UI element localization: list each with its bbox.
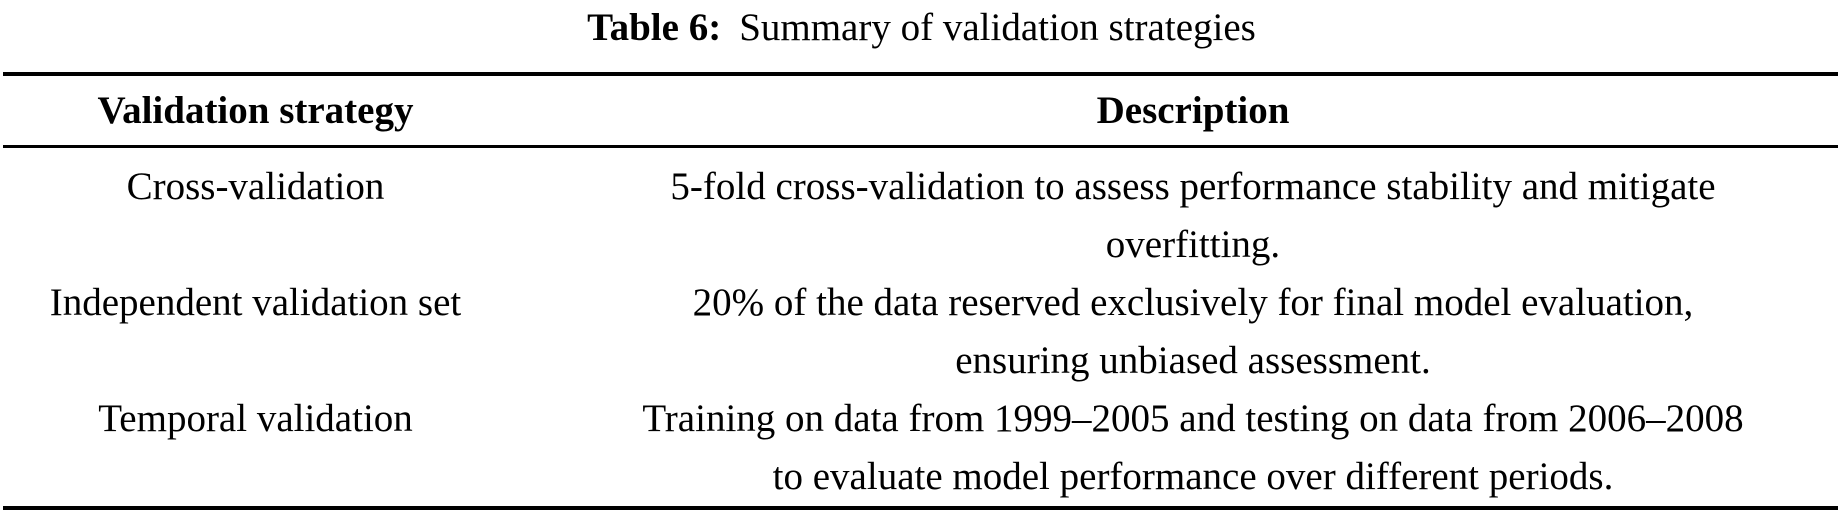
table-caption: Table 6: Summary of validation strategies — [0, 0, 1843, 72]
column-header-validation-strategy: Validation strategy — [3, 74, 508, 148]
table-caption-label: Table 6: — [587, 6, 722, 49]
table-header-row: Validation strategy Description — [3, 74, 1838, 148]
strategy-cell: Temporal validation — [98, 397, 413, 440]
table-row-independent-validation-set: Independent validation set 20% of the da… — [3, 274, 1838, 390]
column-header-description: Description — [508, 74, 1838, 148]
validation-strategies-table: Validation strategy Description Cross-va… — [3, 72, 1838, 510]
description-cell: Training on data from 1999–2005 and test… — [508, 390, 1838, 508]
description-cell: 5-fold cross-validation to assess perfor… — [508, 147, 1838, 275]
table-caption-text: Summary of validation strategies — [739, 6, 1256, 49]
strategy-cell: Independent validation set — [49, 281, 462, 324]
description-line: 5-fold cross-validation to assess perfor… — [670, 165, 1716, 208]
table-row-temporal-validation: Temporal validation Training on data fro… — [3, 390, 1838, 508]
description-line: ensuring unbiased assessment. — [955, 339, 1431, 382]
description-line: to evaluate model performance over diffe… — [772, 455, 1614, 498]
description-line: Training on data from 1999–2005 and test… — [642, 397, 1744, 440]
strategy-cell: Cross-validation — [126, 165, 385, 208]
description-line: overfitting. — [1105, 223, 1281, 266]
table-row-cross-validation: Cross-validation 5-fold cross-validation… — [3, 147, 1838, 275]
description-line: 20% of the data reserved exclusively for… — [692, 281, 1694, 324]
description-cell: 20% of the data reserved exclusively for… — [508, 274, 1838, 390]
